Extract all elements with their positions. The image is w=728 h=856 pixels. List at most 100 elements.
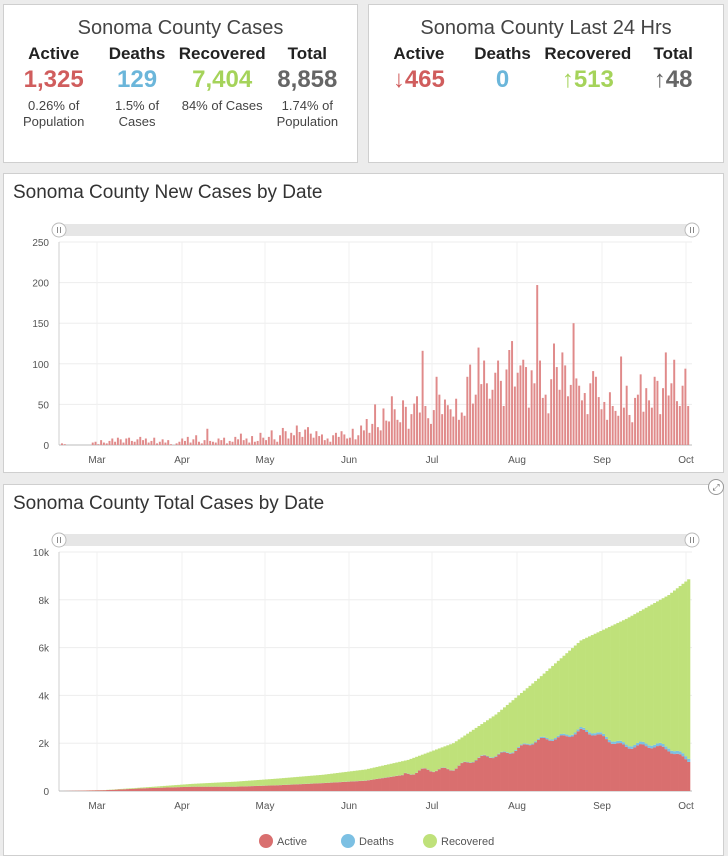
active-area-segment [338, 782, 342, 791]
active-area-segment [678, 754, 682, 791]
recovered-area-segment [681, 583, 685, 754]
new-cases-chart-panel: Sonoma County New Cases by Date 0 50 100 15… [3, 173, 724, 473]
deaths-area-segment [528, 744, 532, 746]
new-cases-y-tick-label: 200 [32, 279, 49, 290]
recovered-area-segment [225, 782, 229, 787]
active-area-segment [318, 783, 322, 791]
recovered-area-segment [123, 788, 127, 790]
recovered-area-segment [384, 765, 388, 778]
active-area-segment [364, 780, 368, 791]
recovered-area-segment [361, 769, 365, 781]
deaths-area-segment [650, 745, 654, 749]
new-cases-bar [200, 443, 203, 445]
new-cases-bar [611, 406, 614, 445]
new-cases-bar [382, 408, 385, 445]
recovered-area-segment [253, 780, 257, 786]
cases-stat-row: Active 1,325 0.26% of Population Deaths 129 1.… [4, 40, 357, 130]
new-cases-bar [656, 380, 659, 445]
recovered-area-segment [497, 712, 501, 754]
active-area-segment [477, 757, 481, 791]
active-area-segment [633, 747, 637, 791]
active-area-segment [367, 780, 371, 791]
recovered-area-segment [199, 783, 203, 787]
new-cases-bar [368, 432, 371, 445]
active-area-segment [593, 735, 597, 791]
total-cases-x-tick-label: Sep [593, 801, 611, 812]
active-area-segment [270, 785, 274, 791]
recovered-area-segment [341, 772, 345, 782]
recovered-area-segment [579, 640, 583, 727]
new-cases-bar [480, 384, 483, 445]
recovered-area-segment [644, 607, 648, 744]
recovered-area-segment [194, 783, 198, 787]
recovered-area-segment [542, 673, 546, 737]
new-cases-bar [276, 441, 279, 445]
recovered-area-segment [151, 786, 155, 788]
active-area-segment [123, 789, 127, 791]
new-cases-bar [430, 423, 432, 445]
active-area-segment [205, 786, 209, 791]
new-cases-bar [362, 430, 365, 445]
total-cases-y-tick-label: 0 [43, 787, 49, 798]
new-cases-bar [122, 442, 125, 445]
recovered-area-segment [233, 781, 237, 787]
new-cases-slider-handle-right[interactable] [684, 222, 700, 238]
cases-recovered-label: Recovered [178, 44, 266, 63]
legend-active-swatch[interactable] [259, 834, 273, 848]
new-cases-slider-handle-left[interactable] [51, 222, 67, 238]
active-area-segment [157, 787, 161, 791]
total-cases-slider-handle-right[interactable] [684, 532, 700, 548]
deaths-area-segment [647, 745, 651, 748]
new-cases-bar [416, 396, 418, 445]
new-cases-bar [323, 440, 326, 445]
cases-active-label: Active [28, 44, 80, 63]
new-cases-bar [108, 440, 111, 445]
recovered-area-segment [610, 625, 614, 742]
active-area-segment [423, 768, 427, 791]
active-area-segment [452, 770, 456, 791]
legend-deaths-label: Deaths [359, 836, 394, 848]
recovered-area-segment [304, 776, 308, 784]
deaths-area-segment [627, 746, 631, 749]
new-cases-bar [365, 419, 368, 445]
total-cases-slider-handle-left[interactable] [51, 532, 67, 548]
recovered-area-segment [554, 663, 558, 739]
new-cases-bar [614, 410, 617, 445]
recovered-area-segment [432, 750, 436, 772]
new-cases-bar [139, 436, 142, 445]
active-area-segment [372, 779, 376, 791]
new-cases-y-tick-label: 0 [43, 441, 49, 452]
new-cases-bar [312, 437, 315, 445]
new-cases-bar [555, 367, 558, 445]
recovered-area-segment [636, 612, 640, 743]
active-area-segment [131, 788, 135, 791]
new-cases-bar [544, 394, 547, 445]
legend-recovered-swatch[interactable] [423, 834, 437, 848]
new-cases-bar [267, 436, 270, 445]
cases-recovered-subtext-line: 84% of Cases [181, 98, 263, 113]
new-cases-bar [91, 442, 94, 445]
recovered-area-segment [658, 599, 662, 743]
active-area-segment [284, 784, 288, 791]
deaths-area-segment [520, 744, 524, 746]
active-area-segment [378, 778, 382, 791]
new-cases-bar [231, 441, 234, 445]
new-cases-bar [309, 433, 312, 445]
recovered-area-segment [449, 744, 453, 771]
cases-recovered-value: 7,404 [192, 66, 253, 93]
active-area-segment [103, 790, 107, 791]
new-cases-bar [147, 442, 150, 445]
total-cases-chart-panel: Sonoma County Total Cases by Date 0 2k 4k 6… [3, 484, 724, 856]
recovered-area-segment [250, 780, 254, 787]
new-cases-bar [284, 431, 287, 445]
new-cases-bar [631, 422, 634, 445]
active-area-segment [531, 744, 535, 791]
cases-summary-panel: Sonoma County Cases Active 1,325 0.26% of P… [3, 4, 358, 163]
active-area-segment [106, 790, 110, 791]
legend-deaths-swatch[interactable] [341, 834, 355, 848]
active-area-segment [432, 772, 436, 791]
new-cases-bar [376, 427, 379, 445]
expand-icon[interactable]: ⤢ [708, 479, 724, 495]
active-area-segment [151, 787, 155, 791]
new-cases-bar [402, 400, 405, 445]
